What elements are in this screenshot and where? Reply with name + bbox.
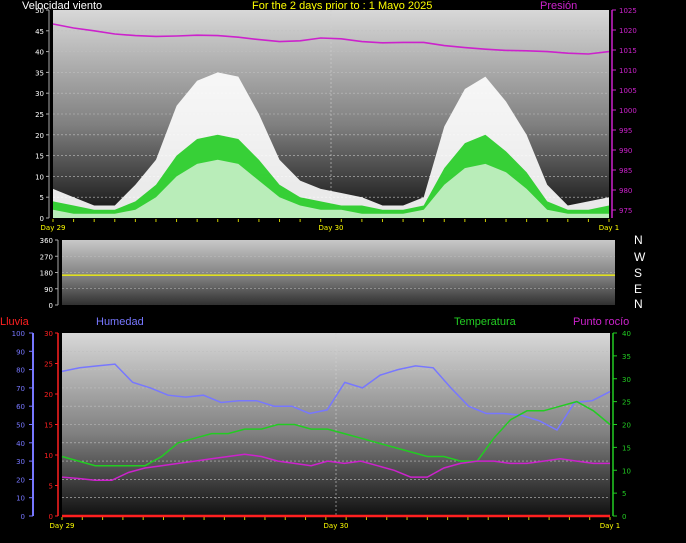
- temperature-y-tick-label: 15: [622, 444, 631, 452]
- humidity-y-tick-label: 60: [16, 403, 25, 411]
- humidity-y-tick-label: 20: [16, 476, 25, 484]
- humidity-label: Humedad: [96, 316, 144, 328]
- rain-label: Lluvia: [0, 316, 29, 328]
- wind-y-tick-label: 25: [35, 111, 44, 119]
- direction-y-tick-label: 180: [40, 270, 53, 278]
- wind-minimum-area: [53, 159, 609, 218]
- temperature-y-tick-label: 20: [622, 422, 631, 430]
- wind-y-tick-label: 45: [35, 28, 44, 36]
- x-tick-label-day-29: Day 29: [50, 522, 75, 530]
- dewpoint-label: Punto rocío: [573, 316, 630, 328]
- rain-y-tick-label: 20: [44, 391, 53, 399]
- pressure-y-tick-label: 995: [619, 127, 632, 135]
- x-tick-label-day-1: Day 1: [600, 522, 621, 530]
- wind-y-tick-label: 10: [35, 173, 44, 181]
- dewpoint-line: [61, 453, 610, 482]
- wind-y-tick-label: 40: [35, 49, 44, 57]
- pressure-y-tick-label: 990: [619, 147, 632, 155]
- rain-y-tick-label: 15: [44, 422, 53, 430]
- temperature-y-tick-label: 5: [622, 490, 626, 498]
- direction-y-tick-label: 90: [44, 286, 53, 294]
- temperature-y-tick-label: 0: [622, 513, 626, 521]
- humidity-y-tick-label: 90: [16, 348, 25, 356]
- wind-y-tick-label: 5: [40, 194, 44, 202]
- compass-n-top: N: [634, 233, 643, 247]
- rain-y-tick-label: 10: [44, 452, 53, 460]
- pressure-y-tick-label: 985: [619, 167, 632, 175]
- rain-y-tick-label: 5: [49, 483, 53, 491]
- humidity-y-tick-label: 30: [16, 458, 25, 466]
- pressure-y-tick-label: 980: [619, 187, 632, 195]
- x-tick-label-day-30: Day 30: [324, 522, 349, 530]
- temperature-label: Temperatura: [454, 316, 516, 328]
- rain-y-tick-label: 30: [44, 330, 53, 338]
- temperature-y-tick-label: 30: [622, 376, 631, 384]
- pressure-y-tick-label: 1010: [619, 67, 637, 75]
- direction-y-tick-label: 0: [49, 302, 53, 310]
- temperature-line: [61, 400, 611, 467]
- pressure-y-tick-label: 1005: [619, 87, 637, 95]
- wind-y-tick-label: 35: [35, 69, 44, 77]
- x-tick-label-day-29: Day 29: [41, 224, 66, 232]
- compass-s: S: [634, 266, 643, 280]
- direction-y-tick-label: 270: [40, 253, 53, 261]
- wind-y-tick-label: 20: [35, 132, 44, 140]
- wind-y-tick-label: 50: [35, 7, 44, 15]
- compass-w: W: [634, 250, 646, 264]
- x-tick-label-day-1: Day 1: [599, 224, 620, 232]
- pressure-y-tick-label: 1015: [619, 47, 637, 55]
- compass-e: E: [634, 282, 643, 296]
- temperature-y-tick-label: 25: [622, 399, 631, 407]
- humidity-y-tick-label: 10: [16, 495, 25, 503]
- pressure-y-tick-label: 1025: [619, 7, 637, 15]
- direction-y-tick-label: 360: [40, 237, 53, 245]
- wind-speed-label: Velocidad viento: [22, 0, 103, 12]
- rain-y-tick-label: 25: [44, 361, 53, 369]
- pressure-y-tick-label: 975: [619, 207, 632, 215]
- temperature-y-tick-label: 35: [622, 353, 631, 361]
- humidity-y-tick-label: 70: [16, 385, 25, 393]
- humidity-y-tick-label: 100: [12, 330, 25, 338]
- x-tick-label-day-30: Day 30: [319, 224, 344, 232]
- wind-y-tick-label: 0: [40, 215, 44, 223]
- pressure-line: [52, 23, 610, 55]
- humidity-y-tick-label: 80: [16, 367, 25, 375]
- temperature-y-tick-label: 40: [622, 330, 631, 338]
- humidity-y-tick-label: 40: [16, 440, 25, 448]
- humidity-y-tick-label: 50: [16, 422, 25, 430]
- pressure-y-tick-label: 1020: [619, 27, 637, 35]
- rain-y-tick-label: 0: [49, 513, 53, 521]
- wind-y-tick-label: 15: [35, 153, 44, 161]
- pressure-y-tick-label: 1000: [619, 107, 637, 115]
- temperature-y-tick-label: 10: [622, 467, 631, 475]
- chart-header: For the 2 days prior to : 1 Mayo 2025: [252, 0, 433, 12]
- humidity-y-tick-label: 0: [21, 513, 25, 521]
- wind-y-tick-label: 30: [35, 90, 44, 98]
- pressure-label: Presión: [540, 0, 578, 12]
- compass-n-bottom: N: [634, 297, 643, 311]
